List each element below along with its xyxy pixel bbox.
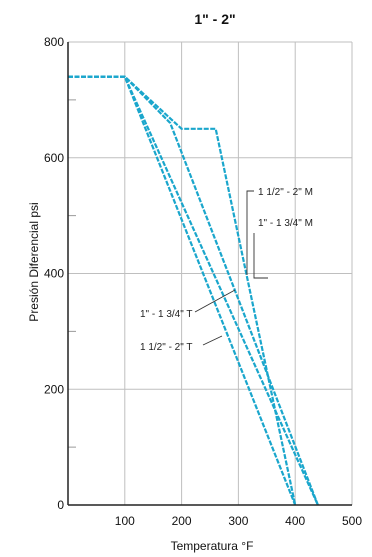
x-tick-label: 500 xyxy=(342,514,362,528)
series-lines xyxy=(68,75,319,506)
series-line xyxy=(68,75,297,506)
y-tick-label: 800 xyxy=(44,35,64,49)
x-tick-label: 100 xyxy=(115,514,135,528)
chart-title: 1" - 2" xyxy=(194,11,235,27)
annotation-label: 1" - 1 3/4" T xyxy=(140,309,193,320)
x-axis-label: Temperatura °F xyxy=(171,539,254,553)
y-axis-label: Presión Diferencial psi xyxy=(27,202,41,321)
annotation-leader xyxy=(194,289,236,313)
y-tick-label: 0 xyxy=(57,498,64,512)
annotation-leader xyxy=(253,233,268,279)
annotation-label: 1 1/2" - 2" M xyxy=(258,187,313,198)
annotation-label: 1 1/2" - 2" T xyxy=(140,342,193,353)
x-tick-label: 200 xyxy=(172,514,192,528)
series-line xyxy=(68,75,319,506)
y-tick-label: 200 xyxy=(44,382,64,396)
series-line xyxy=(68,75,319,506)
x-tick-label: 300 xyxy=(228,514,248,528)
grid xyxy=(68,41,353,505)
annotation-label: 1" - 1 3/4" M xyxy=(258,218,313,229)
y-tick-label: 600 xyxy=(44,151,64,165)
annotation-leader xyxy=(246,190,254,275)
x-tick-label: 400 xyxy=(285,514,305,528)
annotations: 1 1/2" - 2" M 1" - 1 3/4" M 1" - 1 3/4" T 1… xyxy=(140,187,313,353)
annotation-leader xyxy=(202,335,223,346)
axes xyxy=(67,42,352,506)
tick-labels: 100 200 300 400 500 0 200 400 600 800 xyxy=(44,35,362,528)
y-tick-label: 400 xyxy=(44,267,64,281)
